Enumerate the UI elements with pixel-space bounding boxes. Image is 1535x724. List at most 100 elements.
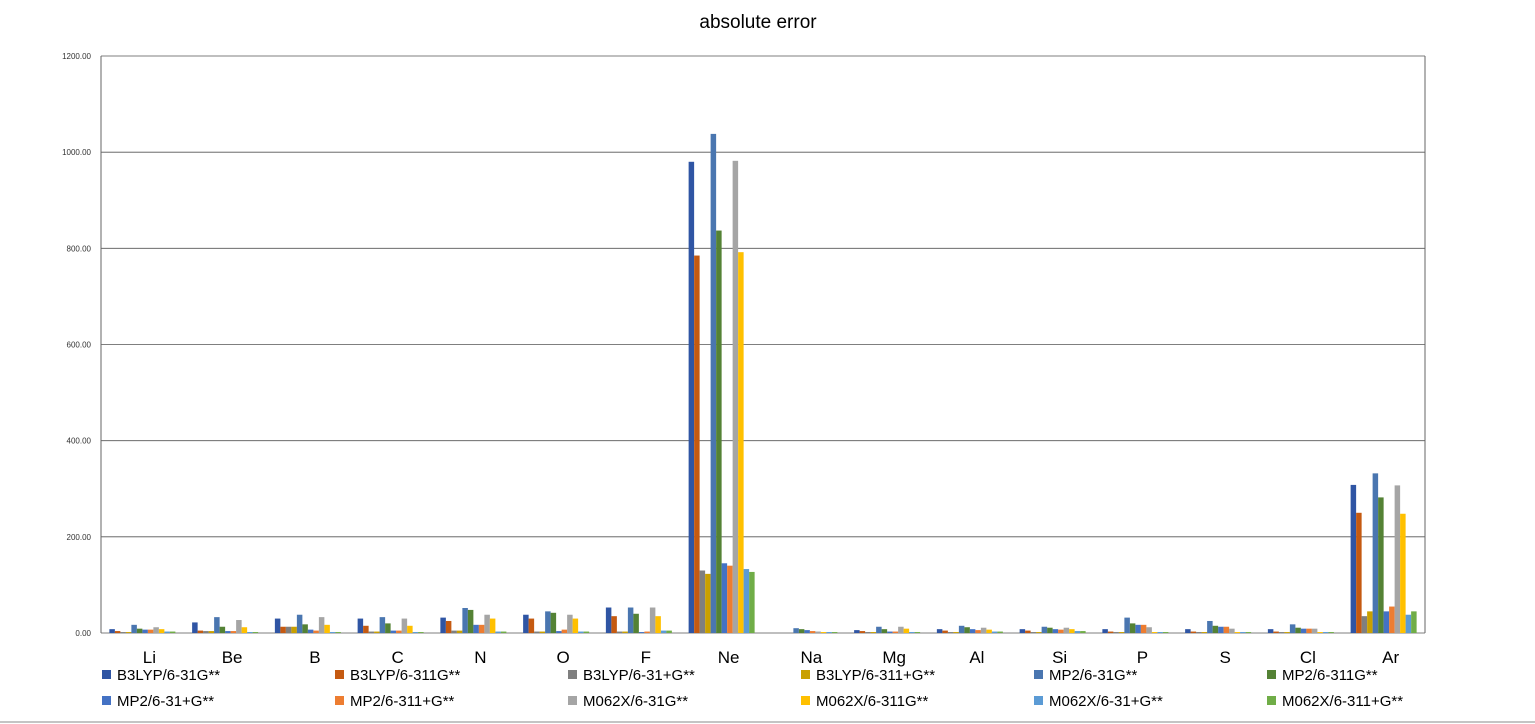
bar — [1025, 630, 1031, 633]
y-tick-label: 1200.00 — [62, 52, 91, 61]
bar — [247, 632, 253, 633]
bar — [743, 569, 750, 633]
bar — [1306, 628, 1312, 633]
x-tick-label: O — [557, 648, 570, 667]
bar — [401, 618, 408, 633]
y-tick-label: 1000.00 — [62, 148, 91, 157]
bar — [1146, 627, 1152, 633]
bar — [997, 631, 1003, 633]
bar — [556, 631, 562, 633]
legend-item: M062X/6-31+G** — [1034, 693, 1163, 710]
bar — [1113, 632, 1119, 633]
legend-swatch — [102, 696, 111, 705]
bar — [721, 563, 728, 633]
bar — [1041, 626, 1048, 633]
bar — [727, 565, 733, 633]
bar — [1234, 632, 1241, 633]
bar — [969, 629, 976, 633]
x-tick-label: P — [1137, 648, 1148, 667]
bar — [898, 626, 904, 633]
legend-swatch — [102, 670, 111, 679]
bar — [975, 630, 981, 633]
legend-swatch — [568, 670, 577, 679]
bar — [158, 629, 165, 633]
bar — [147, 629, 154, 633]
bar — [804, 630, 810, 633]
bar — [1361, 616, 1368, 633]
bar — [219, 626, 226, 633]
bar — [285, 626, 292, 633]
bar — [1069, 629, 1075, 633]
bar — [1052, 629, 1059, 633]
bar — [484, 614, 490, 633]
bar — [1405, 614, 1412, 633]
y-tick-label: 0.00 — [75, 629, 91, 638]
bar — [738, 252, 744, 633]
bar — [1378, 497, 1384, 633]
bar — [528, 618, 535, 633]
bar — [357, 618, 364, 633]
bar — [1389, 606, 1395, 633]
bar — [335, 632, 341, 633]
legend-swatch — [1034, 670, 1043, 679]
x-tick-label: Li — [143, 648, 156, 667]
bar — [660, 630, 667, 633]
legend-item: B3LYP/6-31+G** — [568, 667, 695, 684]
bar — [489, 618, 496, 633]
chart-title: absolute error — [699, 12, 817, 33]
bar — [903, 628, 910, 633]
x-tick-label: N — [474, 648, 486, 667]
legend-swatch — [335, 696, 344, 705]
bar — [1036, 632, 1042, 633]
bar — [473, 624, 479, 633]
bar — [1311, 628, 1318, 633]
legend-item: M062X/6-311+G** — [1267, 693, 1403, 710]
bar — [947, 632, 954, 633]
bar — [1372, 473, 1379, 633]
x-tick-label: Mg — [882, 648, 906, 667]
bar — [627, 607, 634, 633]
bar — [749, 571, 755, 633]
bar — [1218, 626, 1224, 633]
bar — [1367, 611, 1373, 633]
bar — [1107, 631, 1114, 633]
bar — [396, 630, 402, 633]
bar — [936, 629, 943, 633]
bar — [953, 632, 959, 633]
bar — [716, 230, 722, 634]
x-tick-label: F — [641, 648, 651, 667]
bar — [1074, 631, 1081, 633]
bar — [363, 625, 369, 633]
bar — [820, 632, 827, 633]
x-tick-label: Ne — [718, 648, 740, 667]
bar — [694, 255, 700, 633]
bar — [909, 632, 915, 633]
x-tick-label: Na — [801, 648, 823, 667]
x-tick-label: S — [1219, 648, 1230, 667]
y-tick-label: 400.00 — [67, 437, 92, 446]
bar — [865, 632, 871, 633]
legend-label: B3LYP/6-311G** — [350, 667, 461, 684]
bar — [578, 631, 584, 633]
legend-item: B3LYP/6-31G** — [102, 667, 220, 684]
bar — [705, 573, 711, 633]
bar — [732, 160, 739, 634]
bar — [390, 630, 397, 633]
gridlines — [101, 55, 1425, 634]
bar — [1300, 628, 1307, 633]
x-tick-label: Al — [969, 648, 984, 667]
bar — [1151, 632, 1158, 633]
bar — [296, 614, 303, 633]
bar — [1322, 632, 1329, 633]
bar — [887, 631, 893, 633]
bar — [1102, 629, 1108, 633]
bar — [462, 607, 468, 633]
bar — [881, 629, 888, 633]
bar — [412, 632, 419, 633]
bar — [203, 631, 209, 633]
bar — [1185, 629, 1191, 633]
bar — [666, 630, 672, 633]
legend-item: MP2/6-311+G** — [335, 693, 455, 710]
bar — [942, 630, 948, 633]
legend-swatch — [801, 696, 810, 705]
